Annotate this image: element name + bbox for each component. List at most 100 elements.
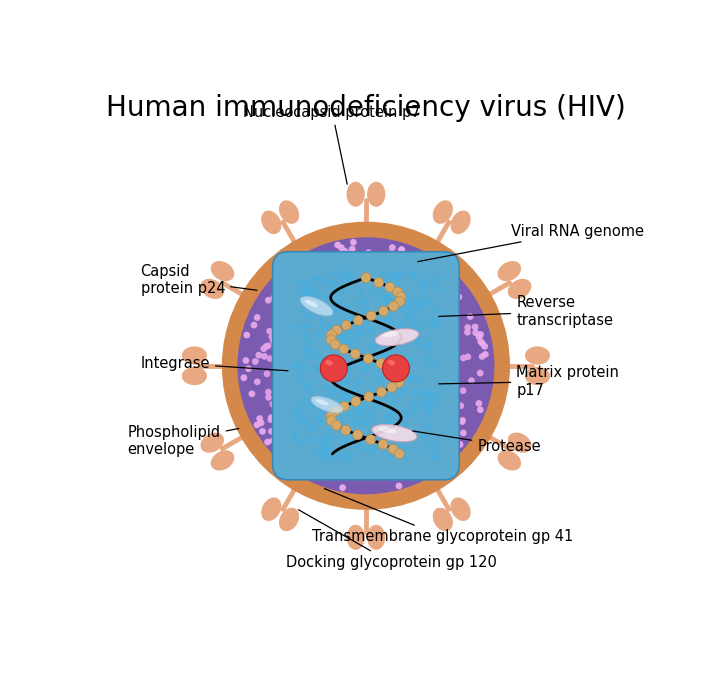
Circle shape — [358, 363, 365, 369]
Circle shape — [383, 355, 409, 382]
Circle shape — [352, 419, 359, 425]
Circle shape — [383, 411, 390, 417]
Circle shape — [408, 332, 414, 339]
Circle shape — [389, 280, 396, 287]
Circle shape — [339, 355, 346, 362]
Circle shape — [361, 428, 368, 435]
Circle shape — [364, 378, 371, 385]
Circle shape — [339, 394, 346, 402]
Circle shape — [436, 341, 443, 348]
Circle shape — [441, 307, 448, 314]
FancyBboxPatch shape — [273, 252, 459, 480]
Circle shape — [428, 460, 434, 467]
Circle shape — [334, 242, 341, 248]
Circle shape — [358, 271, 366, 278]
Circle shape — [390, 382, 396, 389]
Circle shape — [298, 328, 305, 335]
Circle shape — [296, 371, 302, 378]
Circle shape — [381, 351, 388, 358]
Circle shape — [374, 359, 381, 365]
Circle shape — [254, 378, 261, 385]
Circle shape — [403, 441, 410, 448]
Circle shape — [437, 262, 443, 270]
Circle shape — [296, 318, 303, 324]
Circle shape — [328, 433, 334, 440]
Circle shape — [338, 369, 345, 376]
Circle shape — [355, 359, 361, 365]
Circle shape — [348, 332, 354, 339]
Circle shape — [371, 350, 378, 357]
Circle shape — [338, 297, 344, 304]
Circle shape — [270, 337, 276, 344]
Circle shape — [363, 363, 370, 369]
Circle shape — [363, 355, 369, 362]
Circle shape — [319, 319, 326, 326]
Circle shape — [398, 388, 405, 394]
Circle shape — [358, 365, 365, 371]
Circle shape — [265, 297, 271, 304]
Circle shape — [376, 359, 386, 368]
Circle shape — [392, 279, 399, 285]
Circle shape — [222, 221, 510, 510]
Circle shape — [303, 382, 310, 389]
Circle shape — [383, 419, 389, 425]
Circle shape — [419, 344, 426, 351]
Circle shape — [404, 302, 411, 308]
Circle shape — [313, 291, 320, 298]
Circle shape — [379, 365, 386, 372]
Text: Integrase: Integrase — [141, 356, 288, 371]
Circle shape — [445, 282, 451, 289]
Circle shape — [383, 385, 390, 392]
Circle shape — [341, 425, 351, 435]
Circle shape — [357, 364, 363, 371]
Circle shape — [419, 400, 426, 406]
Circle shape — [362, 365, 369, 371]
Circle shape — [357, 349, 363, 356]
Circle shape — [430, 285, 437, 292]
Ellipse shape — [382, 331, 399, 337]
Circle shape — [352, 363, 358, 370]
Circle shape — [481, 343, 488, 350]
Circle shape — [420, 281, 426, 288]
Circle shape — [476, 334, 483, 341]
Circle shape — [421, 435, 427, 442]
Circle shape — [403, 361, 411, 368]
Circle shape — [330, 402, 337, 409]
Circle shape — [340, 348, 346, 355]
Circle shape — [321, 340, 328, 347]
Circle shape — [396, 369, 402, 376]
Circle shape — [356, 367, 363, 374]
Circle shape — [361, 403, 368, 410]
Circle shape — [431, 454, 438, 461]
Circle shape — [346, 270, 353, 277]
Circle shape — [472, 324, 478, 330]
Circle shape — [401, 360, 407, 367]
Circle shape — [274, 349, 281, 355]
Circle shape — [433, 443, 441, 450]
Circle shape — [384, 314, 391, 321]
Circle shape — [456, 293, 462, 300]
Circle shape — [360, 357, 366, 364]
Circle shape — [366, 362, 373, 369]
Circle shape — [315, 355, 322, 362]
Circle shape — [403, 369, 410, 376]
Circle shape — [411, 281, 417, 287]
Circle shape — [434, 269, 441, 276]
Circle shape — [245, 365, 252, 372]
Circle shape — [361, 358, 367, 365]
Circle shape — [395, 289, 401, 295]
Circle shape — [351, 349, 361, 359]
Circle shape — [448, 430, 454, 437]
Circle shape — [392, 384, 398, 390]
Circle shape — [286, 303, 293, 310]
Circle shape — [284, 310, 291, 317]
Circle shape — [269, 400, 276, 407]
Circle shape — [398, 246, 405, 253]
Circle shape — [390, 442, 396, 449]
Ellipse shape — [372, 425, 417, 441]
Circle shape — [390, 371, 396, 378]
Circle shape — [298, 458, 305, 465]
Text: Transmembrane glycoprotein gp 41: Transmembrane glycoprotein gp 41 — [311, 489, 573, 544]
Circle shape — [252, 358, 258, 365]
Circle shape — [337, 365, 343, 371]
